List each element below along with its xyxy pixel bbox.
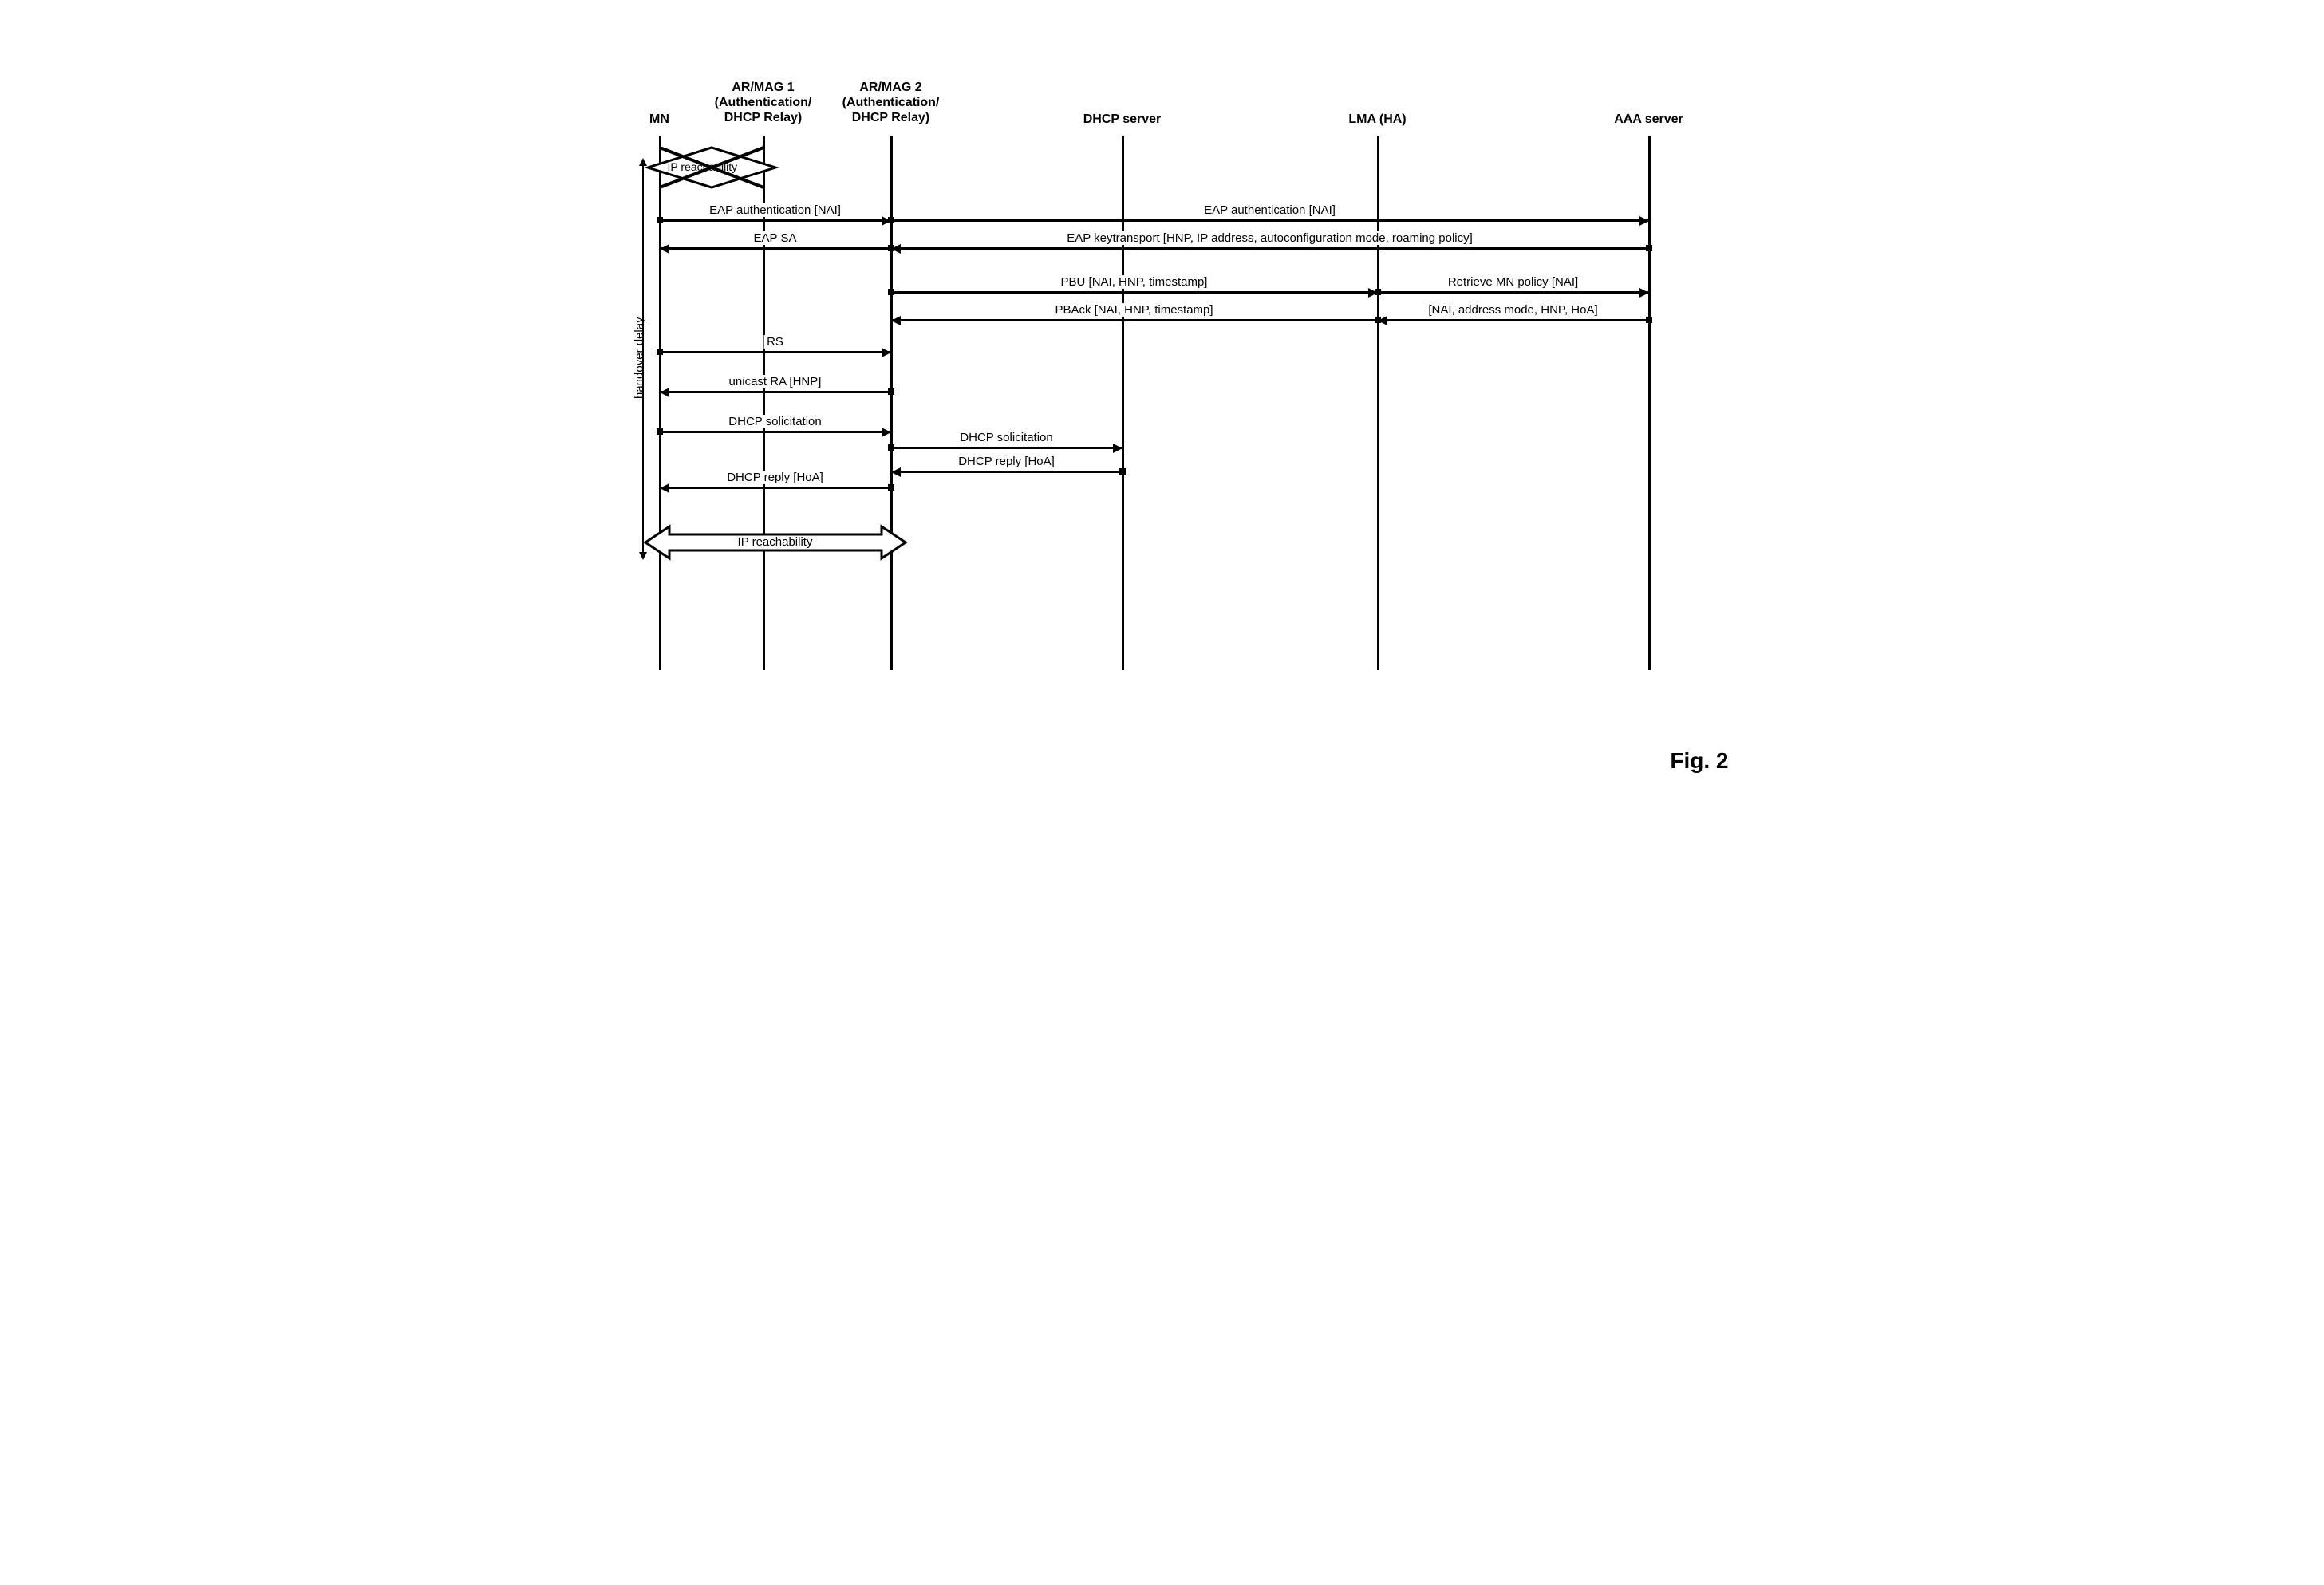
- message-startcap: [888, 217, 894, 223]
- sequence-diagram: Fig. 2 MNAR/MAG 1(Authentication/DHCP Re…: [604, 32, 1721, 750]
- message-startcap: [1375, 289, 1381, 295]
- message-line: [660, 431, 891, 433]
- message-label: unicast RA [HNP]: [726, 375, 825, 388]
- message-label: EAP SA: [751, 231, 800, 245]
- message-line: [660, 219, 891, 222]
- message-label: DHCP reply [HoA]: [724, 471, 827, 484]
- arrowhead-icon: [891, 244, 901, 254]
- message-startcap: [1646, 317, 1652, 323]
- message-line: [891, 319, 1378, 321]
- message-label: DHCP solicitation: [957, 431, 1055, 444]
- message-line: [891, 447, 1123, 449]
- message-startcap: [888, 484, 894, 491]
- arrowhead-icon: [882, 348, 891, 357]
- actor-label: DHCP server: [1051, 112, 1194, 127]
- actor-label: LMA (HA): [1306, 112, 1450, 127]
- message-label: DHCP solicitation: [725, 415, 824, 428]
- message-label: PBU [NAI, HNP, timestamp]: [1058, 275, 1211, 289]
- message-line: [891, 219, 1649, 222]
- message-label: DHCP reply [HoA]: [955, 455, 1058, 468]
- arrowhead-icon: [660, 244, 669, 254]
- arrowhead-icon: [1378, 316, 1387, 325]
- message-label: PBAck [NAI, HNP, timestamp]: [1052, 303, 1216, 317]
- message-line: [891, 471, 1123, 473]
- arrowhead-icon: [891, 467, 901, 477]
- message-line: [660, 391, 891, 393]
- arrowhead-icon: [660, 388, 669, 397]
- arrowhead-icon: [1113, 444, 1123, 453]
- arrowhead-icon: [1639, 216, 1649, 226]
- message-line: [1378, 319, 1649, 321]
- message-label: EAP authentication [NAI]: [706, 203, 844, 217]
- arrowhead-icon: [891, 316, 901, 325]
- ip-reachability-label: IP reachability: [735, 535, 816, 549]
- message-line: [660, 351, 891, 353]
- handover-delay-label: handover delay: [633, 317, 646, 399]
- message-startcap: [888, 444, 894, 451]
- lifeline: [1122, 136, 1124, 670]
- message-startcap: [1119, 468, 1126, 475]
- arrowhead-icon: [1639, 288, 1649, 298]
- message-label: EAP keytransport [HNP, IP address, autoc…: [1063, 231, 1476, 245]
- message-startcap: [657, 349, 663, 355]
- message-label: EAP authentication [NAI]: [1201, 203, 1339, 217]
- message-line: [891, 291, 1378, 294]
- message-line: [1378, 291, 1649, 294]
- handover-arrow-down-icon: [639, 552, 647, 560]
- message-startcap: [888, 388, 894, 395]
- message-line: [660, 247, 891, 250]
- message-line: [891, 247, 1649, 250]
- message-startcap: [657, 428, 663, 435]
- arrowhead-icon: [882, 428, 891, 437]
- message-startcap: [657, 217, 663, 223]
- actor-label: AR/MAG 2(Authentication/DHCP Relay): [819, 80, 963, 126]
- message-label: [NAI, address mode, HNP, HoA]: [1425, 303, 1600, 317]
- message-startcap: [888, 289, 894, 295]
- lifeline: [1377, 136, 1379, 670]
- actor-label: AAA server: [1577, 112, 1721, 127]
- message-line: [660, 487, 891, 489]
- lifeline: [659, 136, 661, 670]
- ip-reach-diamond-text: IP reachability: [668, 160, 738, 173]
- message-label: RS: [763, 335, 787, 349]
- message-startcap: [1646, 245, 1652, 251]
- handover-arrow-up-icon: [639, 158, 647, 166]
- arrowhead-icon: [660, 483, 669, 493]
- figure-label: Fig. 2: [1670, 748, 1728, 774]
- message-label: Retrieve MN policy [NAI]: [1445, 275, 1581, 289]
- actor-label: AR/MAG 1(Authentication/DHCP Relay): [692, 80, 835, 126]
